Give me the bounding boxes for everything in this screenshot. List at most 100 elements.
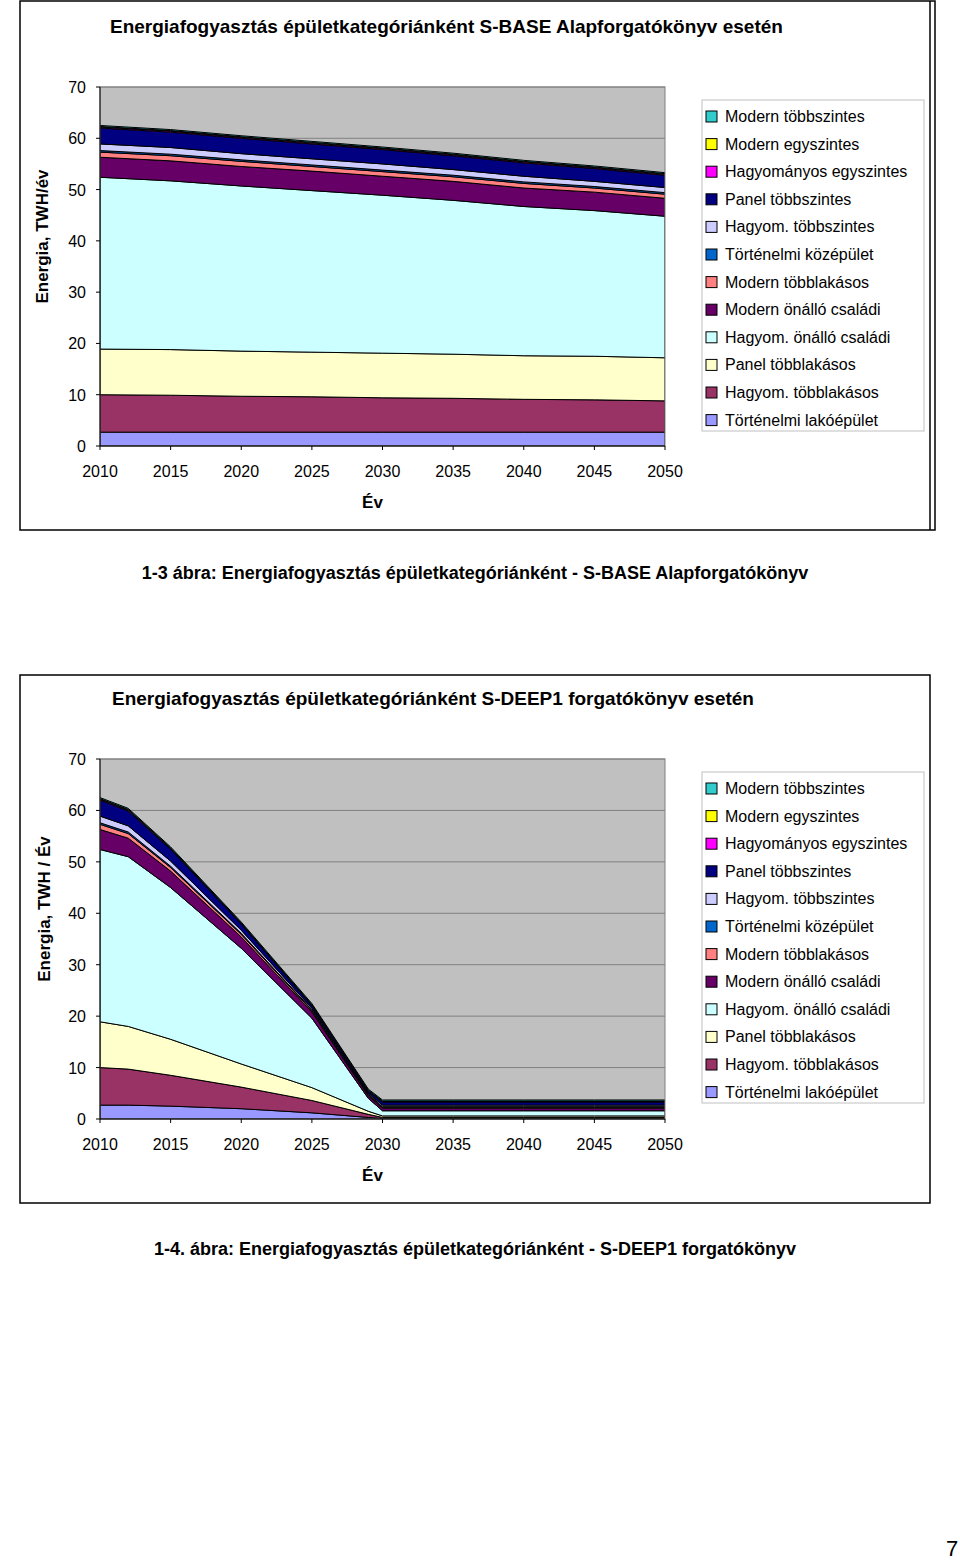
y-tick-label: 70 xyxy=(68,79,86,96)
y-tick-label: 50 xyxy=(68,854,86,871)
chart: Energiafogyasztás épületkategóriánként S… xyxy=(20,675,930,1203)
area-series xyxy=(100,816,665,1107)
area-series xyxy=(100,349,665,401)
chart-title: Energiafogyasztás épületkategóriánként S… xyxy=(110,16,783,37)
legend-swatch xyxy=(706,811,717,822)
legend-swatch xyxy=(706,1004,717,1015)
legend-swatch xyxy=(706,1059,717,1070)
y-tick-label: 40 xyxy=(68,233,86,250)
x-tick-label: 2045 xyxy=(577,463,613,480)
legend-label: Hagyom. önálló családi xyxy=(725,329,890,346)
legend-label: Modern többlakásos xyxy=(725,274,869,291)
legend-label: Hagyom. önálló családi xyxy=(725,1001,890,1018)
x-tick xyxy=(382,1119,383,1123)
legend-label: Modern egyszintes xyxy=(725,136,859,153)
y-tick xyxy=(96,861,100,862)
y-tick xyxy=(96,87,100,88)
y-axis-label: Energia, TWH / Év xyxy=(35,836,54,982)
area-series xyxy=(100,395,665,432)
y-tick xyxy=(96,189,100,190)
x-tick-label: 2010 xyxy=(82,463,118,480)
legend-swatch xyxy=(706,893,717,904)
legend-label: Modern önálló családi xyxy=(725,301,881,318)
x-tick xyxy=(311,446,312,450)
y-tick xyxy=(96,343,100,344)
x-tick xyxy=(523,1119,524,1123)
plot-area xyxy=(100,87,665,446)
x-tick-label: 2020 xyxy=(223,1136,259,1153)
y-tick xyxy=(96,292,100,293)
legend-swatch xyxy=(706,249,717,260)
y-tick xyxy=(96,138,100,139)
legend-swatch xyxy=(706,111,717,122)
legend-swatch xyxy=(706,783,717,794)
y-tick-label: 0 xyxy=(77,1111,86,1128)
area-series xyxy=(100,800,665,1105)
x-tick xyxy=(453,446,454,450)
x-tick-label: 2015 xyxy=(153,1136,189,1153)
x-tick xyxy=(523,446,524,450)
legend-swatch xyxy=(706,332,717,343)
legend-swatch xyxy=(706,1031,717,1042)
legend-label: Hagyom. többlakásos xyxy=(725,384,879,401)
x-tick-label: 2035 xyxy=(435,1136,471,1153)
x-tick-label: 2040 xyxy=(506,1136,542,1153)
legend xyxy=(702,100,924,431)
chart: Energiafogyasztás épületkategóriánként S… xyxy=(20,1,935,530)
x-tick-label: 2010 xyxy=(82,1136,118,1153)
legend-label: Panel többszintes xyxy=(725,863,851,880)
y-tick-label: 50 xyxy=(68,182,86,199)
x-tick-label: 2015 xyxy=(153,463,189,480)
page-number: 7 xyxy=(946,1536,958,1561)
chart-frame xyxy=(20,675,930,1203)
x-tick xyxy=(594,446,595,450)
y-tick-label: 30 xyxy=(68,957,86,974)
x-tick-label: 2025 xyxy=(294,463,330,480)
x-tick-label: 2030 xyxy=(365,463,401,480)
y-tick-label: 10 xyxy=(68,1060,86,1077)
legend-swatch xyxy=(706,415,717,426)
figure-caption: 1-3 ábra: Energiafogyasztás épületkategó… xyxy=(142,563,809,583)
legend-swatch xyxy=(706,949,717,960)
legend-label: Modern többszintes xyxy=(725,780,865,797)
legend-swatch xyxy=(706,387,717,398)
x-tick xyxy=(100,1119,101,1123)
y-tick-label: 20 xyxy=(68,335,86,352)
legend-swatch xyxy=(706,1087,717,1098)
figure-caption: 1-4. ábra: Energiafogyasztás épületkateg… xyxy=(154,1239,796,1259)
legend-swatch xyxy=(706,838,717,849)
grid-line xyxy=(100,810,665,811)
x-tick-label: 2035 xyxy=(435,463,471,480)
legend-label: Modern egyszintes xyxy=(725,808,859,825)
area-series xyxy=(100,125,665,173)
areas xyxy=(100,125,665,446)
areas xyxy=(100,798,665,1119)
y-tick xyxy=(96,810,100,811)
y-tick-label: 30 xyxy=(68,284,86,301)
legend-label: Panel többlakásos xyxy=(725,1028,856,1045)
chart-frame xyxy=(20,1,935,530)
page: Energiafogyasztás épületkategóriánként S… xyxy=(0,0,960,1563)
legend-label: Modern többszintes xyxy=(725,108,865,125)
area-series xyxy=(100,798,665,1101)
legend-swatch xyxy=(706,304,717,315)
chart-title: Energiafogyasztás épületkategóriánként S… xyxy=(112,688,754,709)
y-tick xyxy=(96,1119,100,1120)
x-tick xyxy=(311,1119,312,1123)
legend-swatch xyxy=(706,976,717,987)
x-tick xyxy=(170,1119,171,1123)
y-tick xyxy=(96,446,100,447)
plot-frame xyxy=(100,87,665,446)
x-tick xyxy=(665,446,666,450)
legend-label: Modern önálló családi xyxy=(725,973,881,990)
x-tick-label: 2020 xyxy=(223,463,259,480)
area-series xyxy=(100,432,665,446)
y-tick-label: 40 xyxy=(68,905,86,922)
area-series xyxy=(100,799,665,1102)
area-series xyxy=(100,128,665,187)
legend-label: Panel többszintes xyxy=(725,191,851,208)
x-tick-label: 2050 xyxy=(647,1136,683,1153)
y-tick-label: 70 xyxy=(68,751,86,768)
y-tick-label: 60 xyxy=(68,130,86,147)
x-tick-label: 2030 xyxy=(365,1136,401,1153)
